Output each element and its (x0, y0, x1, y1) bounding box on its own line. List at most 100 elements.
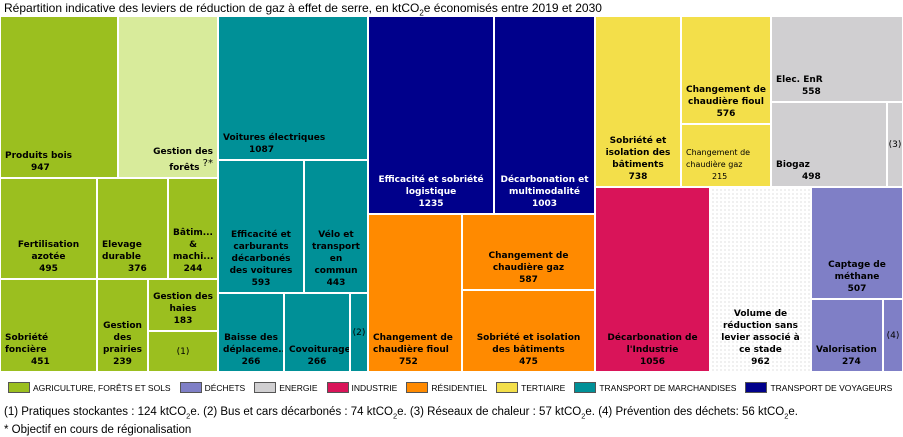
cell-value: 244 (183, 264, 203, 274)
legend-label: AGRICULTURE, FORÊTS ET SOLS (33, 382, 171, 393)
treemap-cell: Elec. EnR 558 (771, 16, 903, 102)
legend-swatch (496, 382, 519, 393)
legend-label: INDUSTRIE (351, 382, 398, 393)
cell-value: 443 (326, 278, 346, 288)
cell-label: Vélo et transport en commun 443 (309, 229, 363, 289)
legend-label: TRANSPORT DE VOYAGEURS (770, 382, 893, 393)
legend-swatch (406, 382, 429, 393)
legend-label: RÉSIDENTIEL (431, 382, 488, 393)
legend-label: ENERGIE (279, 382, 318, 393)
footnote-text: e. (4) Prévention des déchets: 56 ktCO (585, 406, 785, 418)
subscript: 2 (392, 411, 398, 421)
cell-value: 593 (251, 278, 271, 288)
cell-label: Sobriété et isolation des bâtiments 738 (600, 135, 676, 183)
footnote-text: e. (788, 406, 798, 418)
cell-name: (4) (886, 330, 900, 341)
cell-name: Changement de chaudière gaz (686, 148, 751, 169)
subscript: 2 (581, 411, 586, 421)
cell-value: 947 (31, 163, 50, 173)
cell-value: 239 (113, 357, 132, 367)
legend-item: ENERGIE (254, 382, 318, 393)
cell-name: (3) (888, 139, 902, 150)
legend-item: RÉSIDENTIEL (406, 382, 487, 393)
cell-name: Biogaz (776, 160, 810, 170)
treemap-cell: Bâtim... & machi... 244 (168, 178, 218, 279)
footnote-text: e. (3) Réseaux de chaleur : 57 ktCO (397, 406, 582, 418)
subscript: 2 (784, 411, 789, 421)
cell-label: Baisse des déplaceme... 266 (223, 332, 283, 368)
subscript: 2 (186, 411, 191, 421)
cell-name: Volume de réduction sans levier associé … (721, 309, 800, 355)
cell-value: ?* (199, 158, 213, 169)
treemap-cell: (3) (887, 102, 903, 187)
title-text: Répartition indicative des leviers de ré… (4, 1, 420, 15)
treemap-cell: Vélo et transport en commun 443 (304, 160, 368, 293)
cell-name: Valorisation (816, 345, 877, 355)
legend-label: TERTIAIRE (521, 382, 566, 393)
cell-name: Sobriété et isolation des bâtiments (476, 333, 581, 355)
treemap-cell: Décarbonation de l'Industrie 1056 (595, 187, 710, 372)
cell-name: Décarbonation de l'Industrie (607, 333, 698, 355)
cell-value: 1087 (249, 145, 275, 155)
cell-label: Sobriété et isolation des bâtiments 475 (467, 332, 590, 368)
cell-value: 507 (847, 284, 867, 294)
legend-item: TRANSPORT DE VOYAGEURS (745, 382, 892, 393)
cell-name: Captage de méthane (828, 260, 886, 282)
cell-name: Changement de chaudière gaz (488, 251, 569, 273)
legend: AGRICULTURE, FORÊTS ET SOLS DÉCHETS ENERGI… (8, 382, 901, 393)
cell-value: 475 (519, 357, 538, 367)
cell-value: 1003 (531, 199, 558, 209)
treemap-cell: (2) (350, 293, 368, 372)
treemap-cell: Efficacité et sobriété logistique 1235 (368, 16, 494, 214)
legend-swatch (745, 382, 768, 393)
cell-name: Gestion des prairies (102, 321, 143, 355)
treemap-cell: Produits bois 947 (0, 16, 118, 178)
cell-value: 738 (628, 172, 648, 182)
cell-name: Produits bois (5, 151, 73, 161)
cell-label: Bâtim... & machi... 244 (173, 227, 214, 275)
cell-label: Elevage durable 376 (102, 239, 163, 275)
cell-value: 451 (31, 357, 50, 367)
legend-swatch (179, 382, 202, 393)
cell-value: 752 (399, 357, 418, 367)
treemap-cell: Efficacité et carburants décarbonés des … (218, 160, 304, 293)
cell-value: 1056 (639, 357, 666, 367)
cell-name: Gestion des haies (153, 292, 213, 314)
treemap-cell: Volume de réduction sans levier associé … (710, 187, 811, 372)
legend-swatch (8, 382, 30, 393)
cell-name: Elec. EnR (776, 75, 823, 85)
cell-label: Gestion des haies 183 (153, 291, 213, 327)
cell-name: Changement de chaudière fioul (686, 85, 766, 107)
footnote-line-2: * Objectif en cours de régionalisation (4, 424, 192, 437)
cell-label: Sobriété foncière 451 (5, 332, 92, 368)
cell-label: Biogaz 498 (776, 159, 882, 183)
treemap-cell: Baisse des déplaceme... 266 (218, 293, 284, 372)
legend-swatch (574, 382, 597, 393)
treemap-cell: Sobriété et isolation des bâtiments 475 (462, 290, 595, 372)
cell-label: (3) (888, 139, 902, 151)
cell-name: Sobriété et isolation des bâtiments (605, 136, 671, 170)
cell-label: Gestion des prairies 239 (102, 320, 143, 368)
cell-value: 558 (802, 87, 821, 97)
cell-label: Changement de chaudière gaz 215 (686, 147, 766, 183)
treemap-cell: Changement de chaudière fioul 576 (681, 16, 771, 124)
treemap-cell: Changement de chaudière gaz 587 (462, 214, 595, 290)
cell-label: Décarbonation de l'Industrie 1056 (600, 332, 705, 368)
treemap-cell: Biogaz 498 (771, 102, 887, 187)
cell-label: Efficacité et sobriété logistique 1235 (373, 174, 489, 210)
legend-item: INDUSTRIE (326, 382, 398, 393)
treemap-cell: Covoiturage 266 (284, 293, 350, 372)
cell-label: Fertilisation azotée 495 (5, 239, 92, 275)
chart-title: Répartition indicative des leviers de ré… (4, 1, 602, 17)
title-subscript: 2 (419, 8, 424, 18)
cell-label: Changement de chaudière gaz 587 (467, 250, 590, 286)
treemap-cell: Changement de chaudière gaz 215 (681, 124, 771, 187)
cell-name: Efficacité et sobriété logistique (378, 175, 484, 197)
cell-label: Changement de chaudière fioul 576 (686, 84, 766, 120)
cell-label: Valorisation 274 (816, 344, 878, 368)
cell-value: 183 (173, 316, 193, 326)
cell-name: Elevage durable (102, 240, 142, 262)
treemap-cell: Voitures électriques 1087 (218, 16, 368, 160)
treemap-cell: Sobriété et isolation des bâtiments 738 (595, 16, 681, 187)
treemap-cell: Gestion des haies 183 (148, 279, 218, 331)
